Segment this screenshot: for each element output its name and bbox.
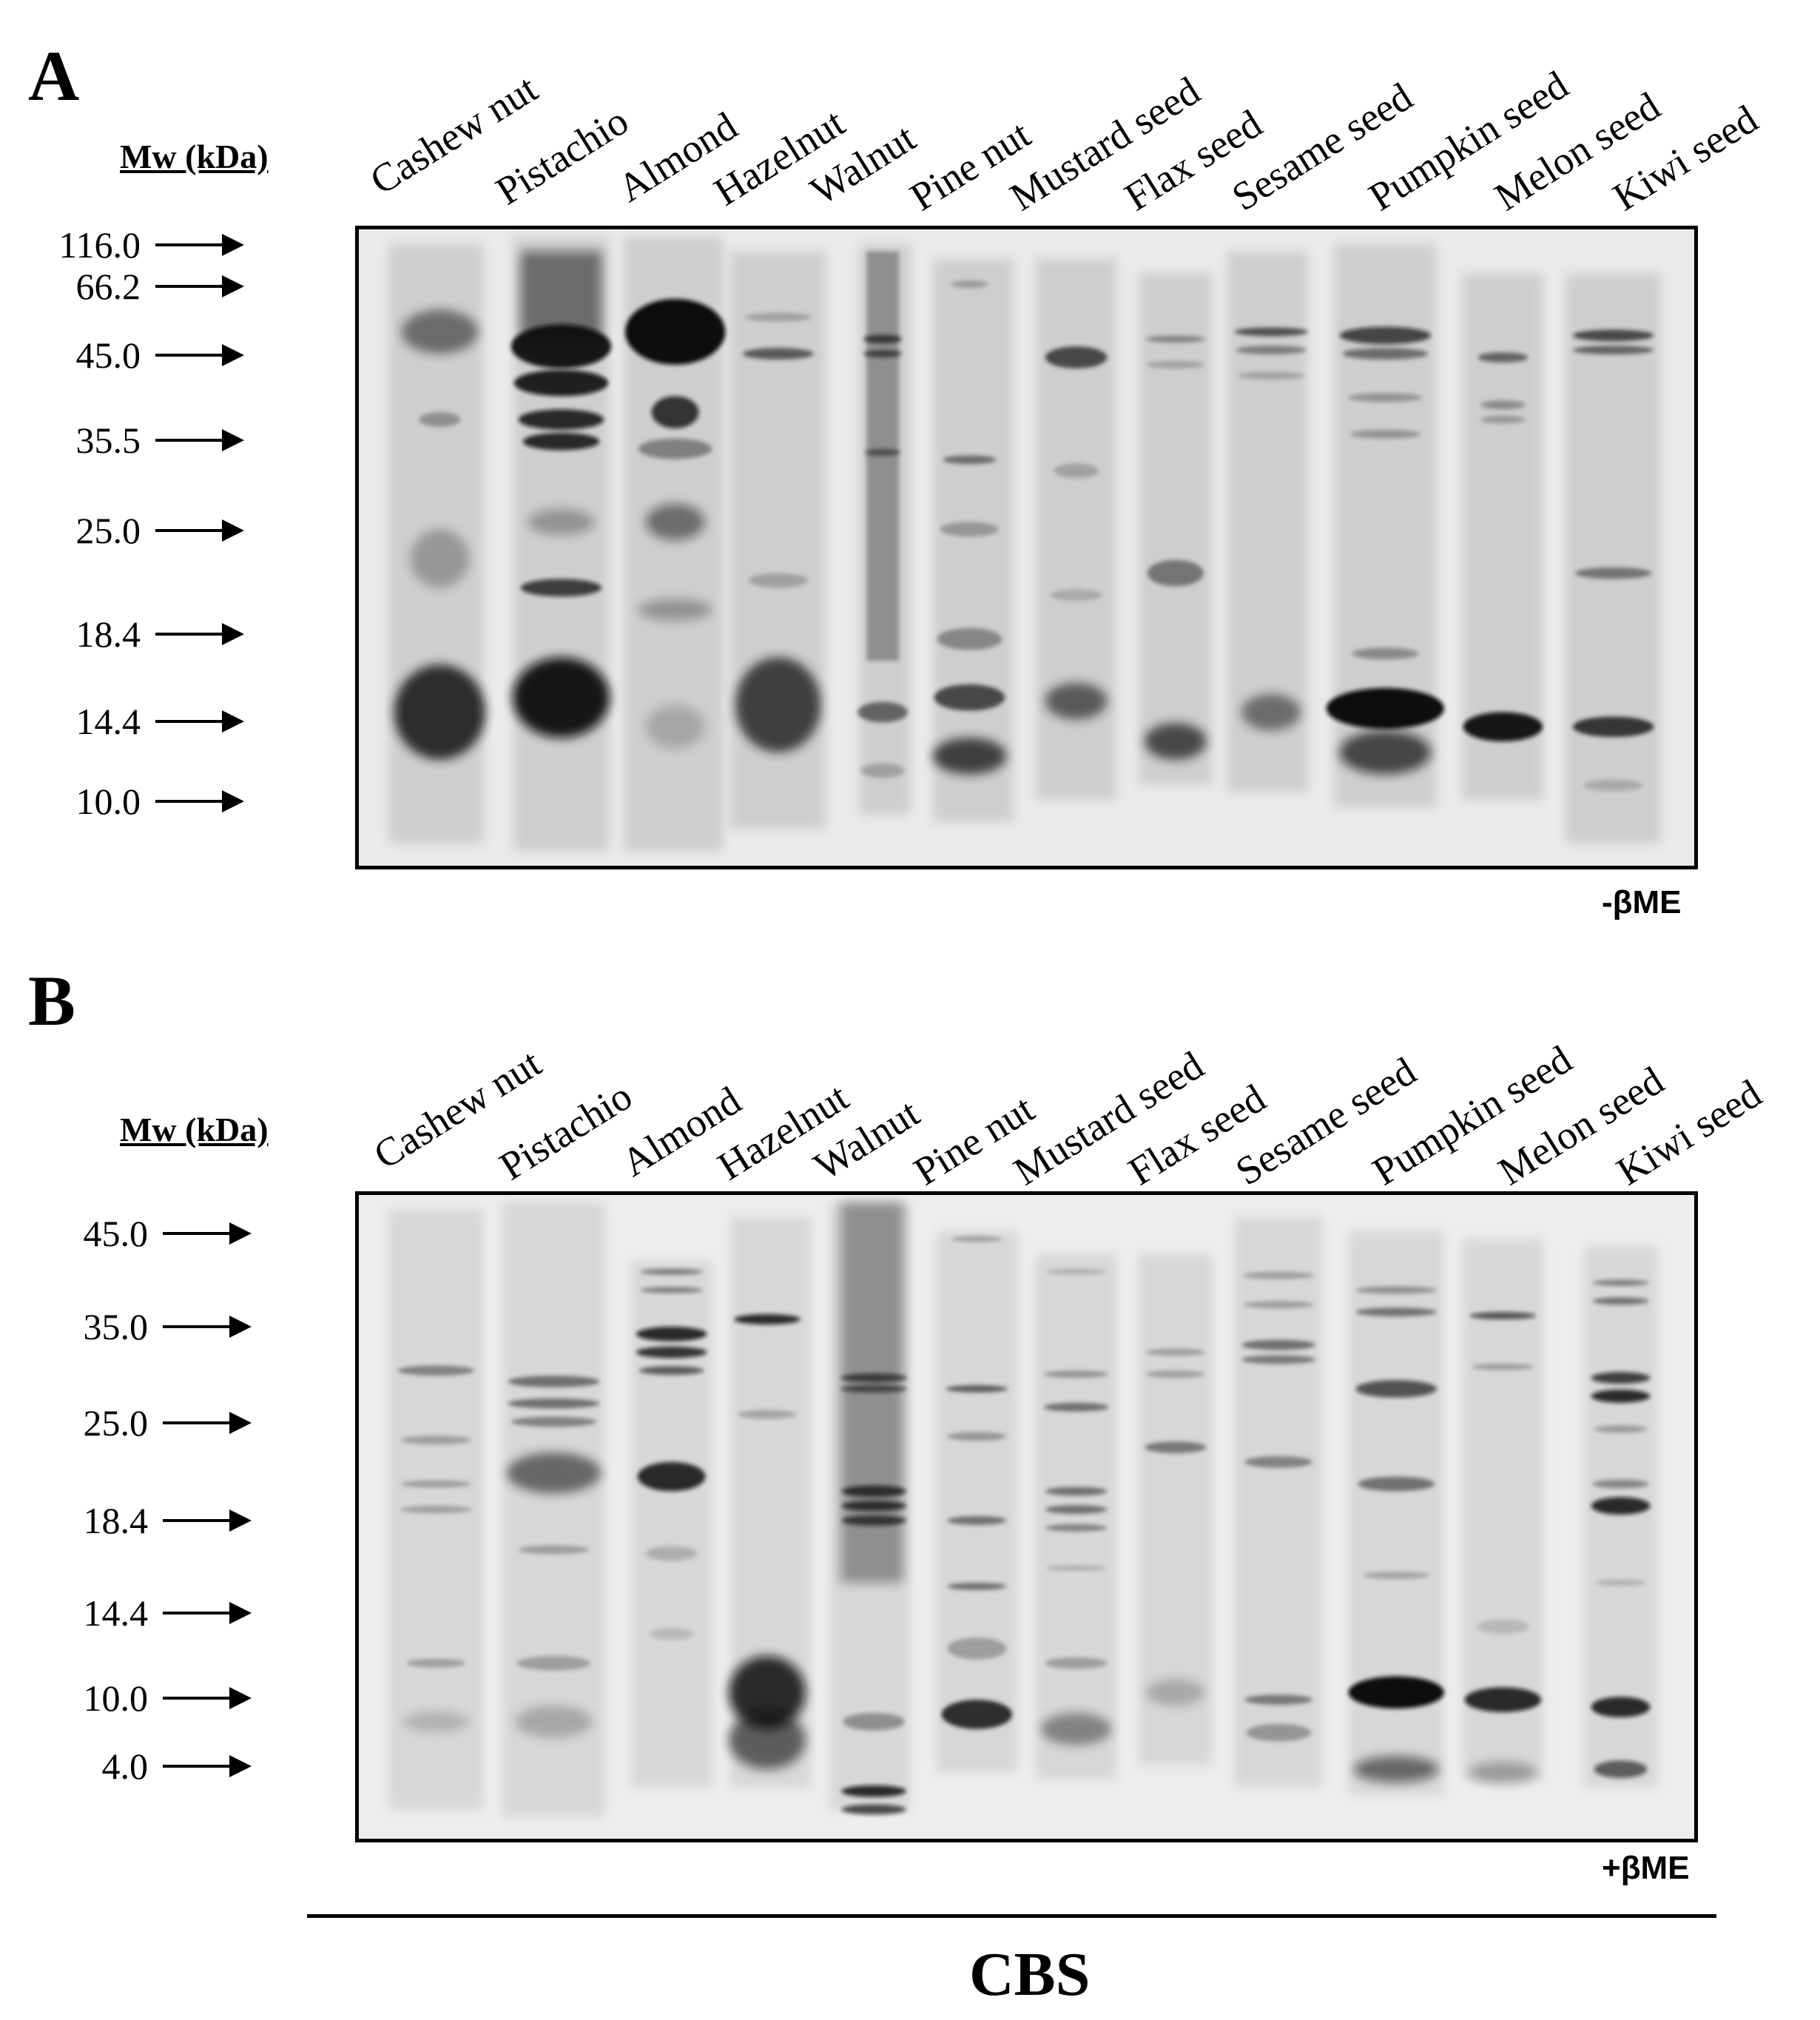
- arrow-icon: [155, 275, 244, 297]
- cbs-group-label: CBS: [969, 1940, 1091, 2009]
- marker-label: 35.5: [75, 420, 141, 461]
- arrow-icon: [163, 1509, 252, 1532]
- panel-b-marker: 35.0: [30, 1306, 252, 1347]
- panel-a-bands-pine-nut: [932, 280, 1007, 775]
- cbs-group-line: [307, 1914, 1716, 1918]
- panel-a-mw-heading: Mw (kDa): [120, 138, 269, 175]
- panel-b-marker: 25.0: [30, 1402, 252, 1444]
- panel-b-bands-cashew: [397, 1365, 475, 1732]
- panel-b-bands-sesame: [1241, 1271, 1315, 1742]
- marker-label: 18.4: [83, 1500, 149, 1541]
- arrow-icon: [155, 519, 244, 542]
- arrow-icon: [163, 1222, 252, 1245]
- marker-label: 66.2: [75, 266, 141, 307]
- panel-a-condition-label: -βME: [1602, 884, 1682, 920]
- panel-a-bands-kiwi: [1572, 329, 1654, 792]
- panel-a-bands-walnut: [857, 251, 908, 778]
- panel-a-marker: 35.5: [22, 420, 244, 461]
- arrow-icon: [155, 429, 244, 451]
- panel-b-marker: 18.4: [30, 1500, 252, 1541]
- panel-b-bands-mustard: [1040, 1268, 1112, 1745]
- panel-a-bands-pistachio: [510, 251, 612, 738]
- panel-a-marker: 66.2: [22, 266, 244, 307]
- panel-b-condition-label: +βME: [1602, 1850, 1690, 1886]
- panel-b-bands-melon: [1464, 1312, 1542, 1784]
- panel-b-bands-hazelnut: [729, 1314, 806, 1770]
- arrow-icon: [163, 1602, 252, 1624]
- panel-a-bands-mustard: [1045, 346, 1108, 720]
- panel-a-bands-flax: [1145, 335, 1207, 760]
- marker-label: 10.0: [75, 781, 141, 822]
- panel-a-marker: 45.0: [22, 334, 244, 376]
- marker-label: 25.0: [75, 510, 141, 551]
- marker-label: 14.4: [75, 701, 141, 742]
- arrow-icon: [155, 344, 244, 366]
- marker-label: 25.0: [83, 1402, 149, 1444]
- arrow-icon: [155, 623, 244, 645]
- marker-label: 35.0: [83, 1306, 149, 1347]
- marker-label: 10.0: [83, 1677, 149, 1719]
- panel-b-letter: B: [28, 961, 76, 1040]
- arrow-icon: [163, 1316, 252, 1338]
- panel-b-gel-image: [355, 1191, 1698, 1842]
- panel-b-bands-pistachio: [506, 1376, 601, 1738]
- panel-a-gel-image: [355, 226, 1698, 869]
- panel-a-gel-svg: [359, 229, 1694, 866]
- panel-b-gel-svg: [359, 1195, 1694, 1839]
- marker-label: 45.0: [83, 1213, 149, 1254]
- arrow-icon: [163, 1687, 252, 1709]
- panel-b-marker: 14.4: [30, 1592, 252, 1634]
- panel-a-bands-hazelnut: [735, 312, 821, 753]
- panel-b-marker: 10.0: [30, 1677, 252, 1719]
- panel-b-bands-almond: [636, 1268, 707, 1640]
- panel-a-bands-sesame: [1234, 327, 1308, 731]
- panel-b-mw-heading: Mw (kDa): [120, 1111, 269, 1148]
- panel-b-bands-pumpkin: [1348, 1286, 1444, 1782]
- panel-a-marker: 25.0: [22, 510, 244, 551]
- arrow-icon: [155, 710, 244, 733]
- panel-a-bands-pumpkin: [1326, 326, 1444, 775]
- arrow-icon: [163, 1755, 252, 1777]
- panel-a-marker: 18.4: [22, 613, 244, 655]
- panel-b-bands-flax: [1145, 1348, 1207, 1706]
- panel-b-marker: 4.0: [30, 1745, 252, 1787]
- panel-a-marker: 10.0: [22, 781, 244, 822]
- panel-a-letter: A: [28, 36, 80, 115]
- panel-a-marker: 14.4: [22, 701, 244, 742]
- panel-b-bands-kiwi: [1591, 1279, 1651, 1778]
- panel-b-marker: 45.0: [30, 1213, 252, 1254]
- panel-a-bands-melon: [1463, 352, 1543, 741]
- marker-label: 45.0: [75, 334, 141, 376]
- panel-a-marker: 116.0: [22, 224, 244, 266]
- marker-label: 4.0: [101, 1745, 149, 1787]
- arrow-icon: [155, 790, 244, 812]
- marker-label: 14.4: [83, 1592, 149, 1634]
- panel-a-bands-cashew: [394, 309, 486, 760]
- marker-label: 18.4: [75, 613, 141, 655]
- arrow-icon: [163, 1412, 252, 1434]
- panel-a-bands-almond: [625, 298, 726, 749]
- panel-b-bands-walnut: [840, 1202, 907, 1815]
- marker-label: 116.0: [58, 224, 141, 266]
- panel-b-bands-pine-nut: [941, 1236, 1013, 1729]
- arrow-icon: [155, 234, 244, 256]
